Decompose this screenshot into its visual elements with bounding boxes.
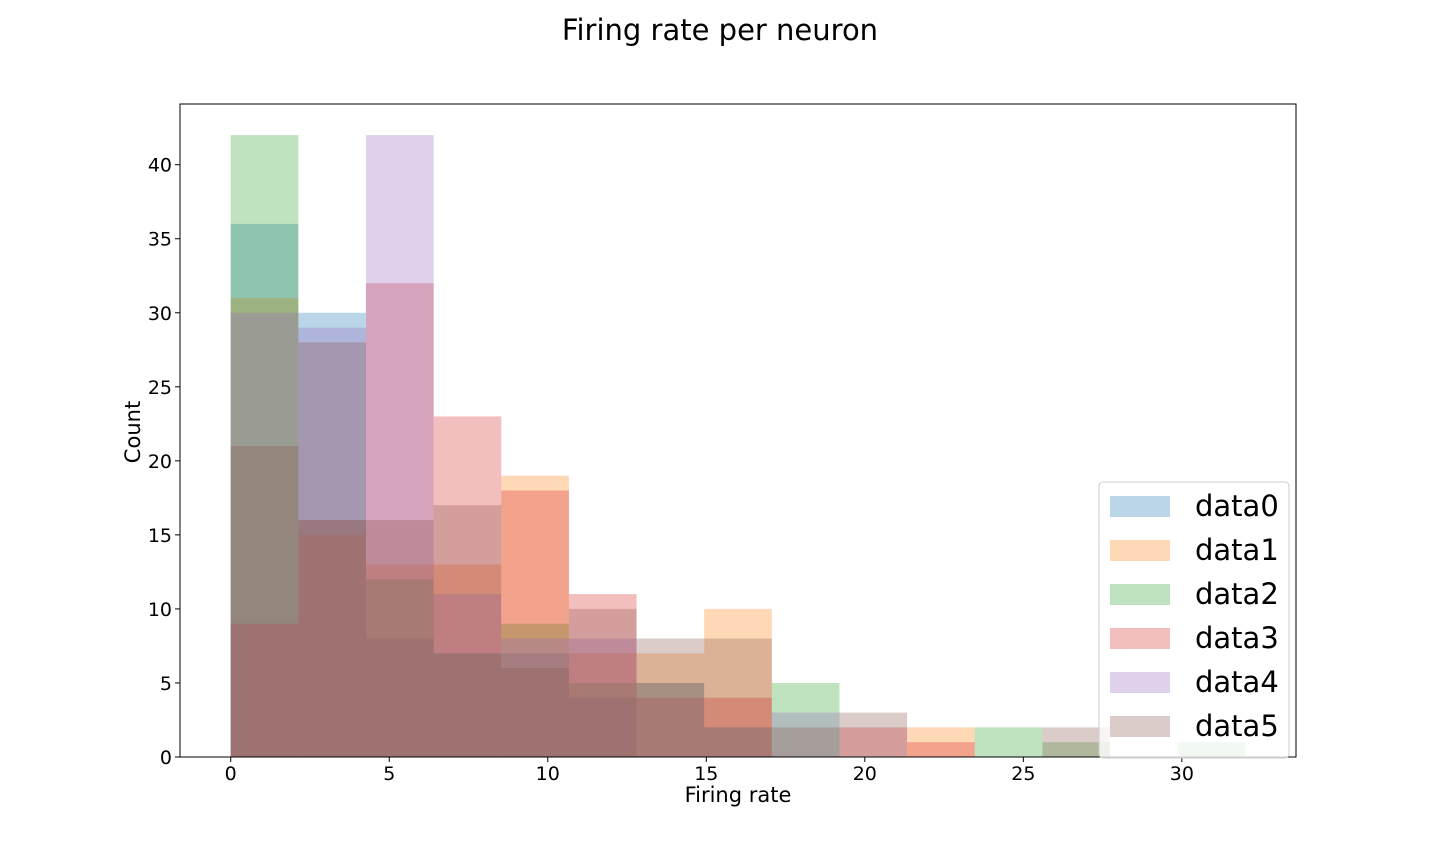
- bar-data5-bin-5: [568, 608, 637, 757]
- bar-data4-bin-2: [366, 135, 434, 758]
- bar-data2-bin-7: [704, 727, 772, 757]
- bar-data0-bin-3: [433, 653, 502, 757]
- bar-data4-bin-4: [501, 638, 569, 757]
- y-tick-label: 10: [148, 599, 172, 621]
- y-tick-label: 5: [160, 673, 172, 695]
- x-tick-label: 25: [1011, 763, 1035, 785]
- bar-data3-bin-9: [839, 727, 908, 757]
- bar-data3-bin-7: [704, 697, 772, 757]
- bar-data4-bin-0: [230, 312, 299, 757]
- legend-box: [1098, 481, 1290, 759]
- legend-swatch-data3: [1110, 628, 1170, 649]
- bar-data3-bin-10: [907, 742, 975, 757]
- bar-data4-bin-7: [704, 727, 772, 757]
- x-tick-label: 20: [853, 763, 877, 785]
- x-tick-label: 15: [694, 763, 718, 785]
- bar-data3-bin-4: [501, 490, 569, 757]
- legend-label-data4: data4: [1195, 665, 1279, 699]
- x-tick-label: 30: [1170, 763, 1194, 785]
- y-tick-label: 40: [148, 155, 172, 177]
- bar-data2-bin-1: [298, 520, 367, 757]
- y-tick-label: 15: [148, 525, 172, 547]
- bar-data1-bin-1: [298, 534, 367, 757]
- bar-data0-bin-0: [230, 223, 299, 757]
- legend-swatch-data1: [1110, 540, 1170, 561]
- legend-swatch-data2: [1110, 584, 1170, 605]
- bar-data3-bin-6: [636, 697, 705, 757]
- bar-data3-bin-0: [230, 623, 299, 757]
- bar-data0-bin-1: [298, 312, 367, 757]
- y-tick-label: 30: [148, 303, 172, 325]
- legend-label-data2: data2: [1195, 577, 1279, 611]
- bar-data4-bin-8: [771, 712, 840, 757]
- legend-label-data3: data3: [1195, 621, 1279, 655]
- bar-data1-bin-7: [704, 608, 772, 757]
- bar-data4-bin-3: [433, 594, 502, 757]
- x-tick-label: 5: [383, 763, 395, 785]
- x-axis-label: Firing rate: [685, 783, 792, 807]
- chart-title: Firing rate per neuron: [562, 13, 878, 47]
- bar-data3-bin-1: [298, 520, 367, 757]
- legend-swatch-data5: [1110, 716, 1170, 737]
- bar-data5-bin-6: [636, 638, 705, 757]
- bar-data1-bin-2: [366, 564, 434, 757]
- bar-data3-bin-2: [366, 283, 434, 757]
- axes-layer: 0 5 10 15 20 25 30 0 5 10 15 20 25 30 35 40: [148, 103, 1297, 785]
- bar-data1-bin-3: [433, 564, 502, 757]
- legend-swatch-data0: [1110, 496, 1170, 517]
- bar-data5-bin-8: [771, 727, 840, 757]
- bar-data1-bin-5: [568, 653, 637, 757]
- legend-label-data1: data1: [1195, 533, 1279, 567]
- bar-data0-bin-2: [366, 638, 434, 757]
- bar-data5-bin-0: [230, 446, 299, 757]
- y-tick-label: 0: [160, 747, 172, 769]
- bar-data2-bin-2: [366, 579, 434, 757]
- bar-data2-bin-3: [433, 653, 502, 757]
- y-tick-label: 35: [148, 229, 172, 251]
- bar-data5-bin-1: [298, 342, 367, 757]
- bar-data4-bin-5: [568, 638, 637, 757]
- bar-data1-bin-0: [230, 297, 299, 757]
- bars-layer: [230, 135, 1246, 758]
- bar-data1-bin-6: [636, 653, 705, 757]
- bar-data4-bin-6: [636, 682, 705, 757]
- plot-frame: [179, 103, 1297, 758]
- legend-label-data0: data0: [1195, 489, 1279, 523]
- bar-data2-bin-4: [501, 623, 569, 757]
- bar-data5-bin-7: [704, 638, 772, 757]
- bar-data2-bin-0: [230, 135, 299, 758]
- y-tick-label: 25: [148, 377, 172, 399]
- bar-data5-bin-4: [501, 668, 569, 757]
- bar-data0-bin-4: [501, 653, 569, 757]
- bar-data0-bin-5: [568, 697, 637, 757]
- bar-data5-bin-9: [839, 712, 908, 757]
- bar-data2-bin-5: [568, 682, 637, 757]
- bar-data1-bin-10: [907, 727, 975, 757]
- bar-data4-bin-1: [298, 327, 367, 757]
- legend-label-data5: data5: [1195, 709, 1279, 743]
- legend-swatch-data4: [1110, 672, 1170, 693]
- bar-data2-bin-6: [636, 682, 705, 757]
- bar-data5-bin-2: [366, 520, 434, 757]
- bar-data3-bin-5: [568, 594, 637, 757]
- legend: data0 data1 data2 data3 data4 data5: [1098, 481, 1290, 759]
- bar-data3-bin-3: [433, 416, 502, 757]
- x-tick-label: 0: [225, 763, 237, 785]
- x-tick-label: 10: [536, 763, 560, 785]
- bar-data5-bin-3: [433, 505, 502, 757]
- y-axis-label: Count: [121, 401, 145, 463]
- bar-data2-bin-11: [974, 727, 1043, 757]
- bar-data2-bin-8: [771, 682, 840, 757]
- y-tick-label: 20: [148, 451, 172, 473]
- bar-data1-bin-4: [501, 475, 569, 757]
- bar-data2-bin-12: [1042, 742, 1110, 757]
